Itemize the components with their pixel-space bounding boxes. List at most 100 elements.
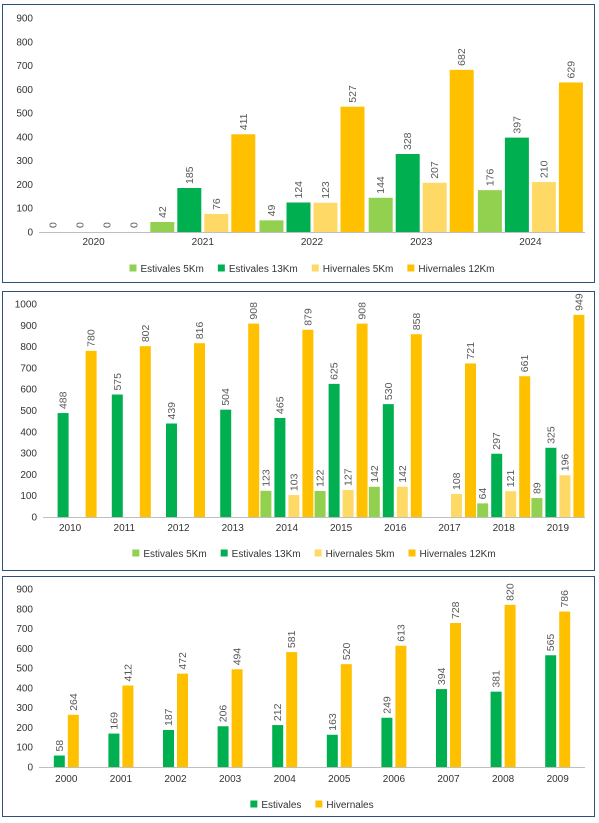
y-tick-label: 0	[31, 513, 37, 524]
bar	[531, 182, 556, 232]
bar	[396, 486, 408, 517]
chart-panel-2000-2009: 0 100 200 300 400 500 600 700 800 900 2000 58 264 200…	[2, 576, 595, 817]
category-label: 2021	[192, 237, 215, 248]
legend-label: Estivales 5Km	[143, 549, 206, 560]
bar	[491, 453, 503, 517]
data-label: 185	[184, 166, 196, 184]
bar	[395, 154, 420, 232]
data-label: 613	[395, 624, 407, 642]
bar	[395, 645, 407, 767]
bar	[260, 490, 272, 517]
legend-label: Estivales	[261, 800, 301, 811]
data-label: 858	[411, 313, 423, 331]
y-tick-label: 900	[16, 585, 33, 596]
bar	[163, 730, 174, 767]
bar	[177, 673, 188, 767]
y-tick-label: 600	[20, 385, 37, 396]
data-label: 144	[375, 176, 387, 194]
legend-label: Estivales 13Km	[229, 264, 298, 275]
chart-2020-2024: 0 100 200 300 400 500 600 700 800 900 2020 0 0 0 0 2021…	[16, 14, 585, 275]
y-tick-label: 100	[16, 743, 33, 754]
data-label: 76	[211, 198, 223, 210]
data-label: 176	[484, 168, 496, 186]
bar	[545, 447, 557, 517]
bar	[53, 755, 65, 767]
data-label: 58	[54, 740, 66, 752]
y-tick-label: 800	[16, 604, 33, 615]
bar	[57, 413, 69, 517]
data-label: 472	[177, 652, 189, 670]
data-label: 325	[545, 426, 557, 444]
bar	[274, 417, 286, 517]
category-label: 2017	[438, 523, 461, 534]
y-tick-label: 300	[16, 156, 33, 167]
data-label: 328	[402, 132, 414, 150]
bar	[248, 323, 260, 517]
bar	[340, 664, 352, 767]
bar	[465, 363, 476, 517]
bar	[545, 655, 557, 767]
y-tick-label: 500	[20, 406, 37, 417]
bar	[410, 334, 422, 517]
data-label: 64	[477, 488, 489, 500]
legend-swatch	[407, 264, 415, 272]
data-label: 123	[260, 469, 272, 487]
y-tick-label: 600	[16, 85, 33, 96]
data-label: 394	[436, 667, 448, 685]
legend-swatch	[250, 800, 258, 808]
data-label: 103	[288, 473, 300, 491]
data-label: 629	[565, 61, 577, 79]
bar	[436, 689, 447, 767]
category-label: 2001	[110, 774, 133, 785]
category-label: 2014	[276, 523, 299, 534]
bar	[504, 137, 529, 232]
legend-swatch	[311, 264, 319, 272]
data-label: 780	[86, 329, 98, 347]
bar	[356, 323, 368, 517]
data-label: 264	[68, 693, 80, 711]
y-tick-label: 300	[20, 449, 37, 460]
data-label: 412	[122, 664, 134, 682]
bar	[217, 726, 229, 767]
legend-label: Estivales 13Km	[232, 549, 301, 560]
data-label: 728	[450, 601, 462, 619]
legend-swatch	[217, 264, 225, 272]
data-label: 494	[232, 648, 244, 666]
bar	[314, 491, 326, 517]
data-label: 908	[357, 302, 369, 320]
bar	[368, 197, 393, 232]
category-label: 2024	[519, 237, 542, 248]
data-label: 210	[538, 160, 550, 178]
bar	[381, 717, 393, 767]
data-label: 721	[465, 342, 477, 360]
data-label: 381	[491, 670, 503, 688]
bar	[122, 685, 134, 767]
bar	[382, 404, 394, 517]
bar	[328, 383, 340, 517]
bar	[531, 498, 543, 517]
data-label: 89	[531, 482, 543, 494]
data-label: 127	[343, 468, 355, 486]
category-label: 2016	[384, 523, 407, 534]
data-label: 249	[381, 696, 393, 714]
chart-panel-2020-2024: 0 100 200 300 400 500 600 700 800 900 2020 0 0 0 0 2021…	[2, 4, 595, 283]
category-label: 2011	[114, 523, 136, 534]
bar	[326, 734, 338, 767]
bar	[340, 106, 365, 232]
data-label: 816	[194, 322, 206, 340]
y-tick-label: 700	[16, 624, 33, 635]
data-label: 0	[102, 222, 114, 228]
data-label: 49	[266, 205, 278, 217]
y-tick-label: 500	[16, 664, 33, 675]
bar	[342, 489, 354, 517]
bar	[85, 350, 97, 517]
category-label: 2004	[274, 774, 297, 785]
data-label: 565	[545, 634, 557, 652]
legend-label: Hivernales 5Km	[323, 264, 394, 275]
data-label: 397	[511, 116, 523, 134]
data-label: 0	[75, 222, 87, 228]
category-label: 2002	[164, 774, 187, 785]
legend-label: Estivales 5Km	[140, 264, 203, 275]
y-tick-label: 100	[20, 491, 37, 502]
bar	[166, 423, 177, 517]
